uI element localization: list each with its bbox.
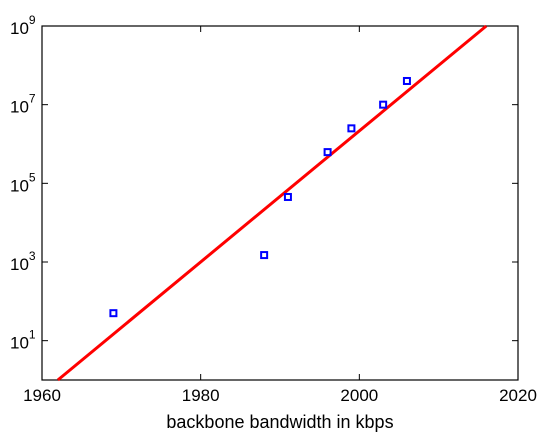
data-point: [379, 100, 388, 109]
y-tick-label-exponent: 1: [29, 328, 36, 342]
y-tick-label: 109: [10, 13, 36, 38]
x-tick-label: 2020: [499, 386, 537, 405]
y-tick-label-exponent: 9: [29, 13, 36, 27]
y-tick-label-exponent: 7: [29, 92, 36, 106]
x-axis-label: backbone bandwidth in kbps: [166, 412, 393, 432]
data-point: [402, 76, 411, 85]
y-tick-label-exponent: 3: [29, 249, 36, 263]
y-tick-label-base: 10: [10, 334, 29, 353]
y-tick-label-base: 10: [10, 19, 29, 38]
x-tick-label: 2000: [340, 386, 378, 405]
x-tick-label: 1980: [182, 386, 220, 405]
y-tick-label: 105: [10, 170, 36, 195]
y-tick-label: 107: [10, 92, 36, 117]
data-point: [109, 309, 118, 318]
y-tick-label-base: 10: [10, 98, 29, 117]
y-tick-label-exponent: 5: [29, 170, 36, 184]
x-tick-label: 1960: [23, 386, 61, 405]
y-tick-label: 103: [10, 249, 36, 274]
plot-frame: [41, 25, 519, 381]
data-point: [347, 124, 356, 133]
data-point: [323, 148, 332, 157]
fit-line: [56, 24, 488, 382]
data-point: [260, 251, 269, 260]
y-tick-label-base: 10: [10, 255, 29, 274]
y-tick-label-base: 10: [10, 176, 29, 195]
data-point: [283, 192, 292, 201]
y-tick-label: 101: [10, 328, 36, 353]
